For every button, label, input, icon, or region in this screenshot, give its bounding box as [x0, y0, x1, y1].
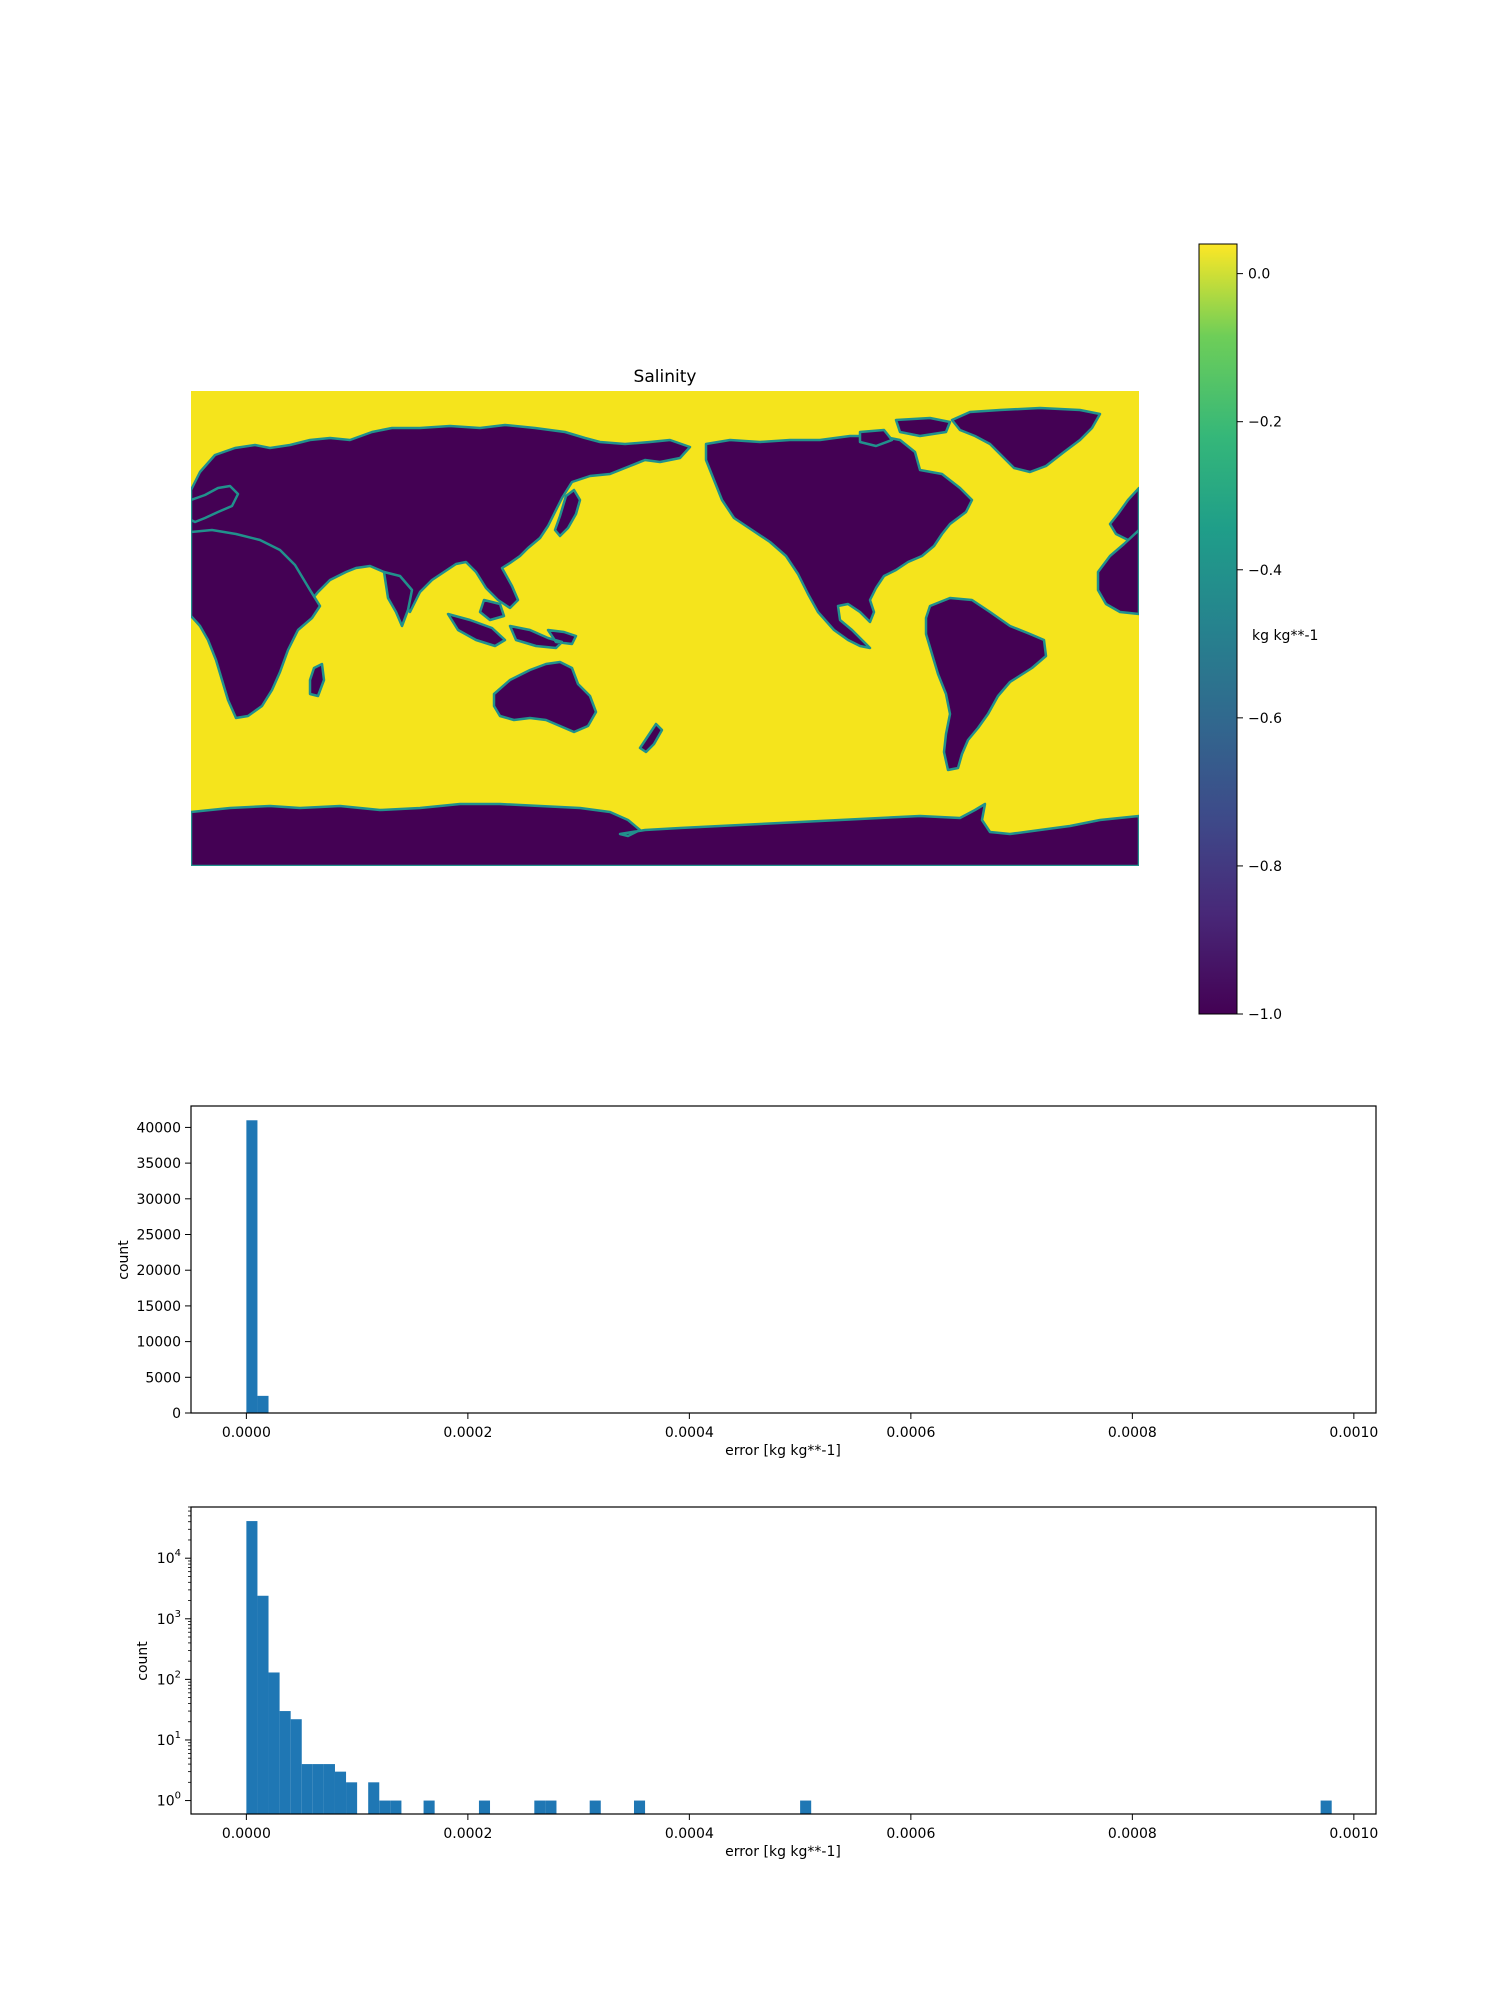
y-tick-label: 103: [157, 1609, 181, 1628]
histogram-bar: [534, 1800, 546, 1814]
hist-linear-bars: [246, 1120, 269, 1413]
histogram-bar: [423, 1800, 435, 1814]
hist-log-xlabel: error [kg kg**-1]: [725, 1844, 841, 1860]
colorbar-tick-label: −1.0: [1248, 1007, 1282, 1023]
histogram-bar: [368, 1782, 380, 1814]
histogram-bar: [246, 1120, 258, 1413]
colorbar-tick-label: −0.4: [1248, 563, 1282, 579]
y-tick-label: 30000: [136, 1192, 181, 1208]
histogram-log: 0.0000 0.0002 0.0004 0.0006 0.0008 0.0010 100…: [135, 1506, 1378, 1860]
x-tick-label: 0.0006: [886, 1826, 935, 1842]
x-tick-label: 0.0008: [1108, 1425, 1157, 1441]
land-new-zealand: [638, 722, 664, 754]
land-africa: [191, 528, 322, 720]
land-india: [382, 570, 414, 628]
colorbar-tick-label: −0.8: [1248, 859, 1282, 875]
y-tick-label: 20000: [136, 1263, 181, 1279]
hist-linear-xlabel: error [kg kg**-1]: [725, 1443, 841, 1459]
y-tick-label: 15000: [136, 1299, 181, 1315]
colorbar-ticks: 0.0 −0.2 −0.4 −0.6 −0.8 −1.0: [1237, 267, 1282, 1023]
x-tick-label: 0.0006: [886, 1425, 935, 1441]
colorbar-tick-label: −0.2: [1248, 415, 1282, 431]
histogram-bar: [545, 1800, 557, 1814]
histogram-bar: [301, 1764, 313, 1814]
y-tick-label: 35000: [136, 1156, 181, 1172]
hist-log-bars: [246, 1521, 1332, 1814]
histogram-bar: [279, 1711, 291, 1814]
hist-linear-xticks: 0.0000 0.0002 0.0004 0.0006 0.0008 0.0010: [222, 1413, 1378, 1441]
hist-log-xticks: 0.0000 0.0002 0.0004 0.0006 0.0008 0.0010: [222, 1814, 1378, 1842]
hist-log-yticks: 100 101 102 103 104: [157, 1506, 191, 1810]
histogram-bar: [257, 1395, 269, 1413]
land-antarctica: [191, 802, 1139, 866]
histogram-bar: [633, 1800, 646, 1814]
x-tick-label: 0.0004: [665, 1425, 714, 1441]
hist-linear-yticks: 0 5000 10000 15000 20000 25000 30000 35000 40000: [136, 1120, 191, 1422]
y-tick-label: 5000: [145, 1370, 181, 1386]
colorbar-gradient: [1198, 243, 1238, 1015]
y-tick-label: 101: [157, 1730, 181, 1749]
y-tick-label: 25000: [136, 1228, 181, 1244]
y-tick-label: 10000: [136, 1335, 181, 1351]
colorbar-label: kg kg**-1: [1252, 628, 1318, 644]
histogram-bar: [478, 1800, 491, 1814]
hist-log-ylabel: count: [135, 1641, 151, 1681]
colorbar: 0.0 −0.2 −0.4 −0.6 −0.8 −1.0 kg kg**-1: [1198, 243, 1318, 1023]
colorbar-tick-label: −0.6: [1248, 711, 1282, 727]
land-indonesia: [446, 598, 578, 650]
world-map: [191, 391, 1139, 866]
x-tick-label: 0.0002: [443, 1826, 492, 1842]
land-arctic-islands: [858, 416, 952, 448]
x-tick-label: 0.0008: [1108, 1826, 1157, 1842]
land-north-america: [704, 434, 974, 650]
x-tick-label: 0.0010: [1329, 1826, 1378, 1842]
histogram-bar: [334, 1771, 347, 1814]
y-tick-label: 40000: [136, 1120, 181, 1136]
land-africa-east-edge: [1096, 528, 1139, 616]
hist-linear-ylabel: count: [116, 1240, 132, 1280]
histogram-bar: [323, 1764, 335, 1814]
histogram-bar: [246, 1521, 258, 1814]
x-tick-label: 0.0000: [222, 1826, 271, 1842]
land-australia: [492, 660, 598, 734]
y-tick-label: 104: [157, 1548, 181, 1567]
histogram-bar: [390, 1800, 402, 1814]
x-tick-label: 0.0010: [1329, 1425, 1378, 1441]
y-tick-label: 100: [157, 1791, 181, 1810]
map-title: Salinity: [634, 367, 697, 387]
histogram-bar: [346, 1782, 358, 1814]
land-japan: [553, 488, 582, 538]
x-tick-label: 0.0004: [665, 1826, 714, 1842]
land-western-europe: [191, 484, 240, 524]
histogram-bar: [379, 1800, 391, 1814]
histogram-bar: [800, 1800, 812, 1814]
land-madagascar: [308, 662, 326, 698]
colorbar-tick-label: 0.0: [1248, 267, 1270, 283]
histogram-bar: [268, 1672, 280, 1814]
x-tick-label: 0.0002: [443, 1425, 492, 1441]
histogram-bar: [290, 1719, 302, 1814]
land-south-america: [924, 596, 1048, 772]
y-tick-label: 102: [157, 1669, 181, 1688]
histogram-bar: [1320, 1800, 1332, 1814]
histogram-bar: [312, 1764, 324, 1814]
histogram-linear: 0.0000 0.0002 0.0004 0.0006 0.0008 0.0010 0 50…: [116, 1105, 1378, 1459]
histogram-bar: [257, 1595, 269, 1814]
x-tick-label: 0.0000: [222, 1425, 271, 1441]
y-tick-label: 0: [172, 1406, 181, 1422]
hist-log-frame: [190, 1506, 1377, 1815]
land-greenland: [950, 406, 1102, 474]
histogram-bar: [589, 1800, 601, 1814]
hist-linear-frame: [190, 1105, 1377, 1414]
